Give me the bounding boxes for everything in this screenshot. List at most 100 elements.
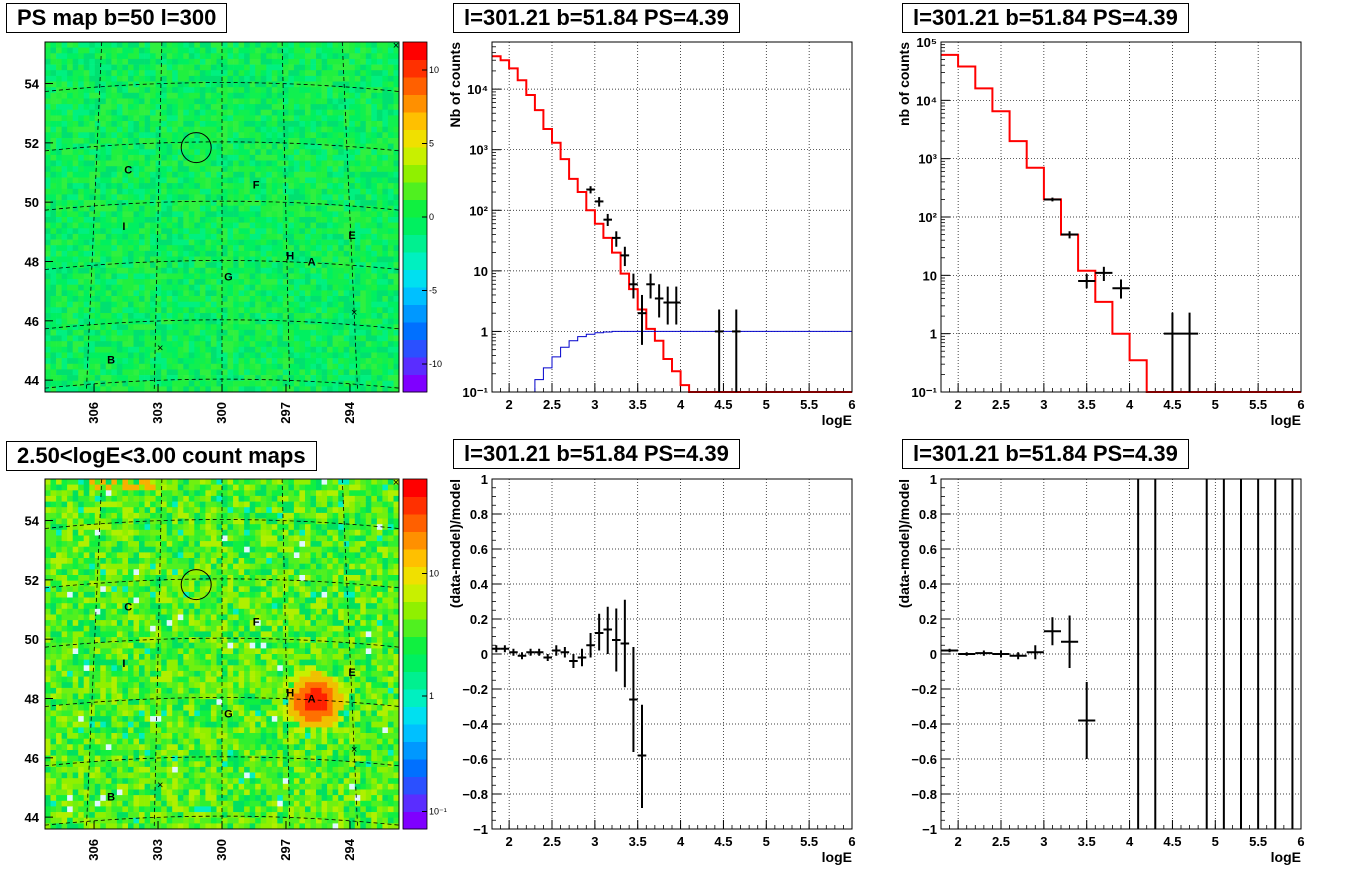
map-cell [349,284,356,291]
map-cell [205,250,212,257]
map-cell [67,256,73,263]
map-cell [155,132,162,139]
map-cell [122,290,129,297]
map-cell [393,132,400,139]
map-cell [105,171,112,178]
map-cell [387,262,394,269]
map-cell [310,518,317,525]
map-cell [266,363,273,370]
map-cell [255,313,262,319]
map-cell [327,352,333,359]
map-cell [233,149,239,156]
map-cell [349,121,356,127]
map-cell [338,245,345,252]
map-cell [222,126,228,133]
map-cell [144,318,151,325]
map-cell [72,222,79,229]
map-cell [94,217,101,223]
map-cell [316,290,322,297]
map-cell [133,205,140,212]
map-cell [382,346,389,353]
map-cell [194,217,201,223]
map-cell [222,284,228,291]
map-cell [338,250,345,257]
map-cell [216,42,223,48]
map-cell [387,70,394,77]
map-cell [249,183,256,190]
map-cell [227,239,234,246]
map-cell [305,518,311,525]
map-cell [354,273,361,280]
map-cell [183,121,190,127]
map-cell [72,250,79,257]
map-cell [382,58,389,65]
map-cell [338,104,345,111]
map-cell [316,284,322,291]
map-cell [111,518,118,525]
map-cell [139,75,145,82]
map-cell [332,138,339,144]
map-cell [100,484,107,491]
map-cell [266,346,273,353]
map-cell [332,358,339,365]
map-cell [61,352,68,359]
map-cell [266,217,273,223]
map-cell [371,160,378,167]
map-cell [354,512,361,519]
map-cell [111,273,118,280]
map-cell [72,273,79,280]
map-cell [249,358,256,365]
map-cell [105,507,112,514]
map-cell [310,256,317,263]
map-cell [338,490,345,497]
latitude-grid-line [44,200,400,211]
map-cell [249,363,256,370]
map-cell [100,132,107,139]
map-cell [271,507,278,514]
map-cell [105,233,112,240]
map-cell [67,380,73,387]
map-cell [238,267,245,274]
map-cell [382,479,389,485]
map-cell [89,233,96,240]
map-cell [310,262,317,269]
map-cell [83,217,90,223]
map-cell [56,363,62,370]
map-cell [155,233,162,240]
map-cell [321,132,328,139]
map-cell [188,194,195,201]
map-cell [271,495,278,502]
map-cell [338,375,345,382]
map-cell [327,501,333,508]
map-cell [210,171,217,178]
map-cell [210,490,217,497]
map-cell [133,70,140,77]
map-cell [50,335,57,342]
map-cell [227,188,234,195]
map-cell [376,352,383,359]
map-cell [387,149,394,156]
map-cell [155,47,162,54]
map-cell [188,341,195,348]
map-cell [199,115,206,122]
map-cell [205,188,212,195]
map-cell [387,363,394,370]
x-tick-label: 4 [1126,397,1134,412]
map-cell [199,104,206,111]
map-cell [249,267,256,274]
map-cell [155,211,162,218]
map-cell [393,324,400,331]
map-cell [128,262,134,269]
map-cell [293,239,300,246]
map-cell [111,380,118,387]
map-cell [172,245,179,252]
map-cell [227,205,234,212]
map-cell [177,81,184,88]
map-cell [139,143,145,150]
map-cell [282,183,289,190]
map-cell [205,479,212,485]
map-cell [288,262,295,269]
map-cell [393,177,400,184]
map-cell [338,200,345,207]
map-cell [116,507,123,514]
